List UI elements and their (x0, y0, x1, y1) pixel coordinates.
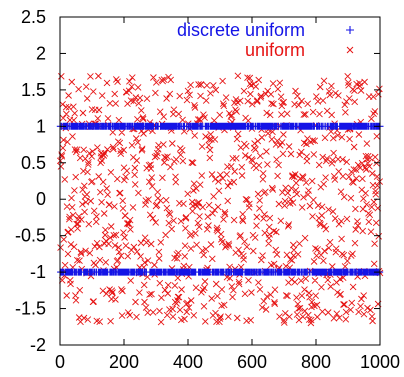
x-tick-label: 1000 (360, 352, 400, 372)
y-tick-label: -1.5 (15, 299, 46, 319)
x-tick-label: 400 (173, 352, 203, 372)
legend-label-discrete-uniform: discrete uniform (177, 20, 305, 40)
plot-frame (59, 16, 381, 346)
y-tick-label: -2 (30, 335, 46, 355)
series-discrete-uniform-points (56, 122, 384, 276)
series-layer (56, 72, 384, 327)
legend-label-uniform: uniform (245, 40, 305, 60)
y-tick-label: 2.5 (21, 7, 46, 27)
y-tick-label: -1 (30, 262, 46, 282)
y-tick-label: 1 (36, 116, 46, 136)
series-uniform-points (56, 72, 384, 327)
y-tick-label: 2 (36, 43, 46, 63)
y-tick-label: 0 (36, 189, 46, 209)
x-tick-label: 600 (237, 352, 267, 372)
x-tick-label: 0 (55, 352, 65, 372)
axis-layer: 0 200 400 600 800 1000 -2 -1.5 -1 -0.5 0 0.5 1 1.5 2 2.… (15, 7, 400, 372)
legend-marker-plus (346, 26, 354, 34)
legend-marker-x (346, 46, 354, 54)
y-tick-label: 0.5 (21, 153, 46, 173)
x-tick-label: 800 (301, 352, 331, 372)
y-tick-label: 1.5 (21, 80, 46, 100)
y-tick-label: -0.5 (15, 226, 46, 246)
x-tick-label: 200 (109, 352, 139, 372)
